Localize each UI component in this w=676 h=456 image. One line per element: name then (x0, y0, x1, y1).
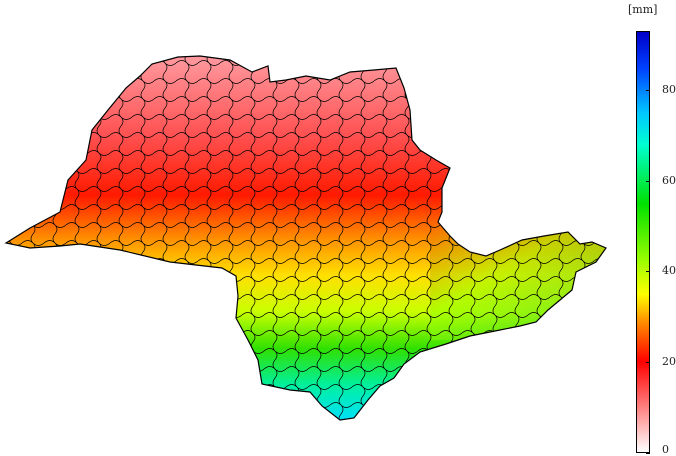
legend-tick-mark (646, 181, 650, 182)
legend-tick-mark (646, 90, 650, 91)
legend-tick-mark (646, 453, 650, 454)
legend-unit-label: [mm] (628, 3, 658, 16)
legend-tick-mark (646, 271, 650, 272)
legend-tick-label: 20 (662, 355, 676, 368)
legend-tick-label: 60 (662, 174, 676, 187)
legend-tick-label: 0 (662, 443, 669, 456)
legend-tick-mark (646, 362, 650, 363)
legend-tick-label: 40 (662, 264, 676, 277)
legend-tick-label: 80 (662, 83, 676, 96)
legend-color-bar (636, 31, 650, 453)
